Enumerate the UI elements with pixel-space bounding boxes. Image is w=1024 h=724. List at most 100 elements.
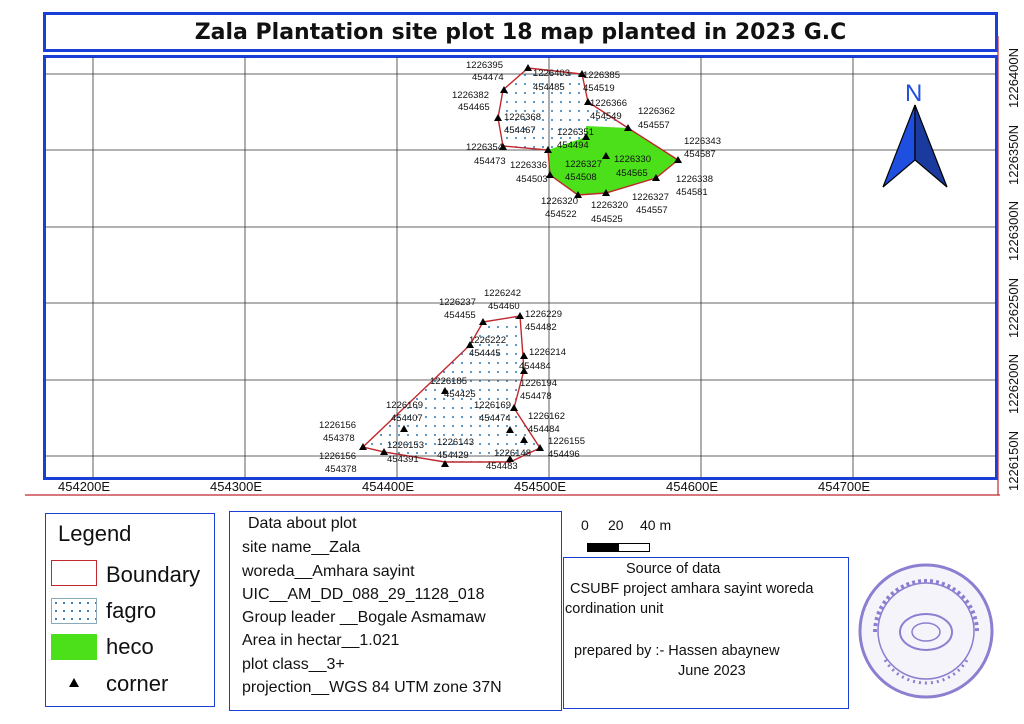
- north-label: N: [905, 80, 922, 107]
- point-label: 454425: [444, 389, 476, 400]
- point-label: 1226229: [525, 309, 562, 320]
- scale-label-40: 40 m: [640, 517, 672, 533]
- legend-label-corner: corner: [106, 671, 169, 696]
- point-label: 454581: [676, 187, 708, 198]
- plot-data-line: woreda__Amhara sayint: [242, 563, 415, 580]
- point-label: 1226214: [529, 347, 566, 358]
- y-tick: 1226150N: [1006, 431, 1021, 491]
- scale-bar-segment-white: [618, 543, 650, 552]
- point-label: 454519: [583, 83, 615, 94]
- north-arrow-icon: [882, 104, 948, 188]
- scale-label-0: 0: [581, 517, 589, 533]
- point-label: 1226155: [548, 436, 585, 447]
- x-tick: 454600E: [666, 479, 718, 494]
- point-label: 454474: [472, 72, 504, 83]
- plot-data-heading: Data about plot: [248, 515, 357, 532]
- point-label: 1226148: [494, 448, 531, 459]
- x-axis-ticks: 454200E 454300E 454400E 454500E 454600E …: [58, 479, 870, 494]
- point-label: 454465: [458, 102, 490, 113]
- point-label: 1226362: [638, 106, 675, 117]
- point-label: 1226385: [583, 70, 620, 81]
- point-label: 1226143: [437, 437, 474, 448]
- legend-title: Legend: [58, 521, 132, 546]
- point-label: 454473: [474, 156, 506, 167]
- point-label: 1226156: [319, 451, 356, 462]
- point-label: 1226169: [474, 400, 511, 411]
- point-label: 1226194: [520, 378, 557, 389]
- y-tick: 1226200N: [1006, 354, 1021, 414]
- point-label: 1226343: [684, 136, 721, 147]
- point-label: 1226382: [452, 90, 489, 101]
- scale-label-20: 20: [608, 517, 624, 533]
- point-label: 454429: [437, 450, 469, 461]
- stamp-seal: [858, 563, 994, 699]
- corner-markers: [359, 64, 682, 467]
- point-label: 454474: [479, 413, 511, 424]
- fagro-area-lower: [363, 316, 540, 462]
- point-label: 454549: [590, 111, 622, 122]
- point-label: 1226153: [387, 440, 424, 451]
- point-label: 454496: [548, 449, 580, 460]
- point-label: 1226320: [591, 200, 628, 211]
- scale-bar-segment-black: [587, 543, 619, 552]
- point-label: 454482: [525, 322, 557, 333]
- point-label: 454525: [591, 214, 623, 225]
- source-heading: Source of data: [626, 561, 721, 577]
- legend-label-fagro: fagro: [106, 598, 157, 623]
- plot-data-line: plot class__3+: [242, 656, 345, 673]
- point-label: 454587: [684, 149, 716, 160]
- y-tick: 1226250N: [1006, 278, 1021, 338]
- plot-data-line: Area in hectar__1.021: [242, 632, 400, 649]
- plot-data-line: projection__WGS 84 UTM zone 37N: [242, 679, 502, 696]
- point-label: 454378: [325, 464, 357, 475]
- point-label: 454484: [519, 361, 551, 372]
- point-label: 454467: [504, 125, 536, 136]
- point-label: 1226242: [484, 288, 521, 299]
- point-label: 454455: [444, 310, 476, 321]
- map-title: Zala Plantation site plot 18 map planted…: [194, 19, 847, 45]
- prepared-by: prepared by :- Hassen abaynew: [574, 643, 780, 659]
- source-line: cordination unit: [565, 601, 664, 617]
- y-tick: 1226350N: [1006, 125, 1021, 185]
- point-label: 454378: [323, 433, 355, 444]
- fagro-swatch: [51, 598, 97, 624]
- point-label: 1226327: [565, 159, 602, 170]
- x-tick: 454400E: [362, 479, 414, 494]
- point-label: 454407: [391, 413, 423, 424]
- point-label: 1226368: [504, 112, 541, 123]
- point-label: 454557: [636, 205, 668, 216]
- y-tick: 1226400N: [1006, 48, 1021, 108]
- point-label: 454565: [616, 168, 648, 179]
- point-label: 1226336: [510, 160, 547, 171]
- x-tick: 454700E: [818, 479, 870, 494]
- point-label: 454484: [528, 424, 560, 435]
- boundary-swatch: [51, 560, 97, 586]
- point-label: 1226351: [557, 127, 594, 138]
- point-label: 1226237: [439, 297, 476, 308]
- legend-label-heco: heco: [106, 634, 154, 659]
- plot-data-line: UIC__AM_DD_088_29_1128_018: [242, 586, 485, 603]
- point-label: 1226330: [614, 154, 651, 165]
- x-tick: 454200E: [58, 479, 110, 494]
- heco-swatch: [51, 634, 97, 660]
- point-labels: 1226395 454474 1226403 454485 1226385 45…: [319, 60, 721, 475]
- point-label: 1226169: [386, 400, 423, 411]
- point-label: 1226156: [319, 420, 356, 431]
- y-axis-ticks: 1226150N 1226200N 1226250N 1226300N 1226…: [1006, 48, 1021, 491]
- point-label: 454522: [545, 209, 577, 220]
- point-label: 454391: [387, 454, 419, 465]
- point-label: 454508: [565, 172, 597, 183]
- point-label: 454478: [520, 391, 552, 402]
- title-box: Zala Plantation site plot 18 map planted…: [43, 12, 998, 52]
- heco-area: [548, 126, 678, 195]
- point-label: 1226162: [528, 411, 565, 422]
- legend-box: [45, 513, 215, 707]
- x-tick: 454500E: [514, 479, 566, 494]
- point-label: 1226366: [590, 98, 627, 109]
- point-label: 454503: [516, 174, 548, 185]
- y-tick: 1226300N: [1006, 201, 1021, 261]
- prepared-date: June 2023: [678, 663, 746, 679]
- plot-data-box: [229, 511, 562, 711]
- point-label: 1226354: [466, 142, 503, 153]
- plot-data-line: site name__Zala: [242, 539, 361, 556]
